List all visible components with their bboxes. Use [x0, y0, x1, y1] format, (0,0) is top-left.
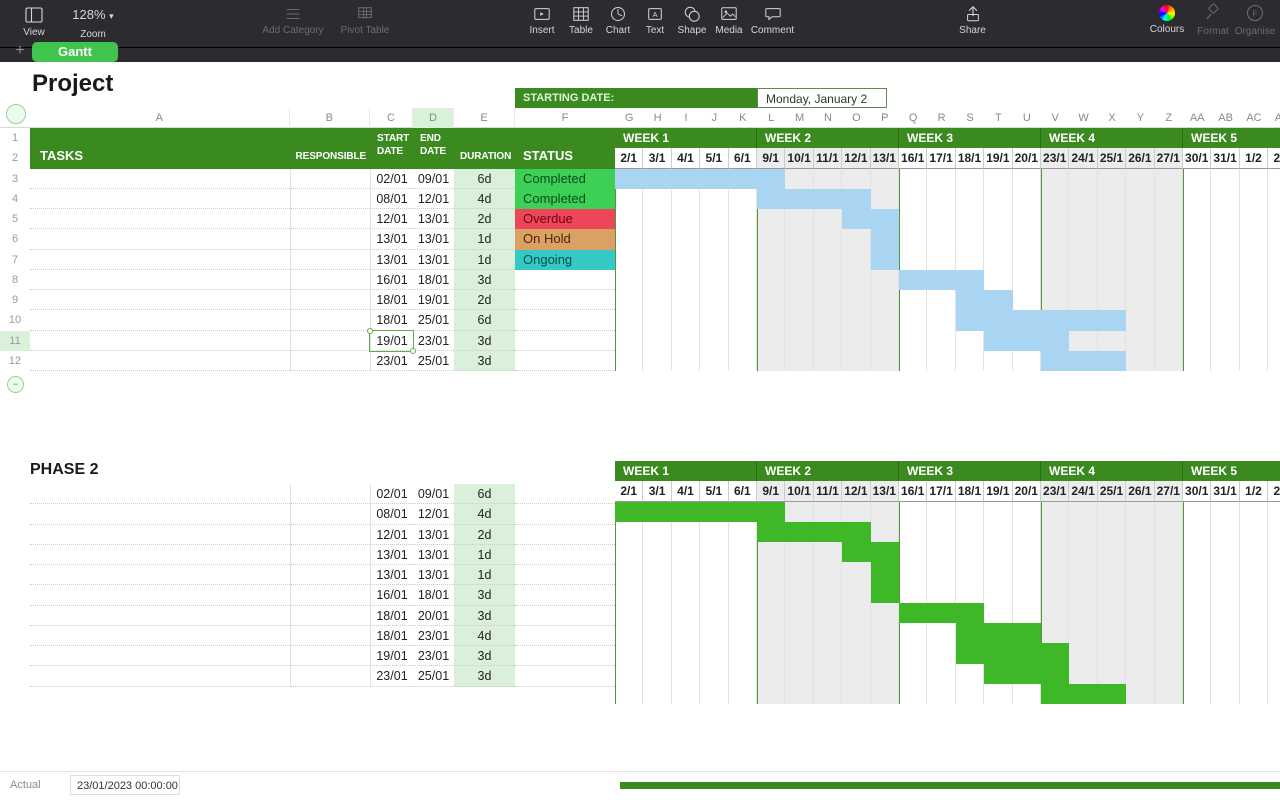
- svg-text:A: A: [653, 10, 658, 19]
- svg-text:F: F: [1253, 10, 1258, 19]
